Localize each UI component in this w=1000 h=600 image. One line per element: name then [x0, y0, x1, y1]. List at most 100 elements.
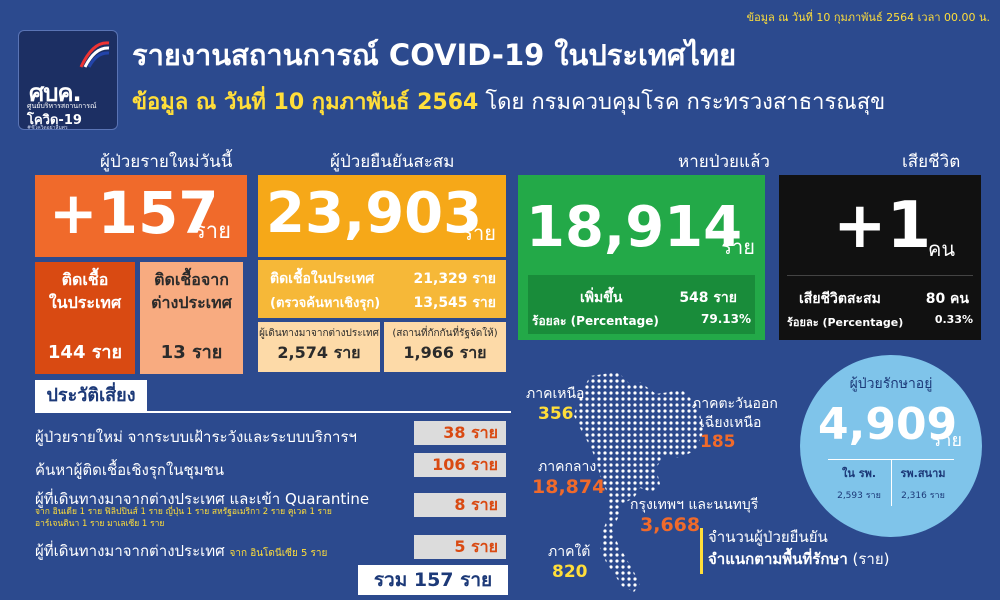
traveler-label: ผู้เดินทางมาจากต่างประเทศ [259, 328, 379, 339]
logo-text: ศบค. [29, 79, 82, 107]
traveler-value: 2,574 ราย [277, 343, 361, 362]
recovered-pct-label: ร้อยละ (Percentage) [532, 314, 659, 328]
risk-item-4-text: ผู้ที่เดินทางมาจากต่างประเทศ [35, 542, 225, 560]
new-cases-unit: ราย [193, 219, 231, 244]
deaths-value: +1 [833, 189, 932, 263]
logo-subtext: ศูนย์บริหารสถานการณ์ [27, 102, 97, 110]
region-bangkok-value: 3,668 [640, 514, 701, 536]
risk-item-4-value: 5 ราย [414, 535, 506, 559]
recovered-pct-value: 79.13% [701, 312, 751, 326]
region-north-value: 356 [538, 404, 574, 424]
field-hospital-label: รพ.สนาม [900, 467, 946, 480]
quarantine-value: 1,966 ราย [403, 343, 487, 362]
map-caption-bold: จำแนกตามพื้นที่รักษา [708, 549, 848, 568]
cum-domestic-label: ติดเชื้อในประเทศ [270, 271, 375, 287]
deaths-label: เสียชีวิต [902, 152, 961, 172]
risk-item-3-note-2: อาร์เจนตินา 1 ราย มาเลเซีย 1 ราย [35, 519, 165, 529]
page-title: รายงานสถานการณ์ COVID-19 ในประเทศไทย [132, 38, 737, 72]
region-central-label: ภาคกลาง [538, 459, 597, 475]
region-bangkok-label: กรุงเทพฯ และนนทบุรี [630, 497, 759, 513]
caption-bar [700, 528, 703, 574]
abroad-label-2: ต่างประเทศ [151, 293, 232, 313]
risk-item-3-value: 8 ราย [414, 493, 506, 517]
thai-flag-icon [79, 41, 110, 68]
recovered-increase-label: เพิ่มขึ้น [580, 290, 623, 306]
thailand-map [574, 372, 704, 592]
subtitle-date: ข้อมูล ณ วันที่ 10 กุมภาพันธ์ 2564 [132, 90, 479, 115]
risk-item-2-label: ค้นหาผู้ติดเชื้อเชิงรุกในชุมชน [35, 461, 225, 479]
cum-active-label: (ตรวจค้นหาเชิงรุก) [270, 296, 381, 311]
treating-value: 4,909 [818, 399, 958, 450]
map-caption-line-2: จำแนกตามพื้นที่รักษา (ราย) [708, 549, 890, 571]
data-timestamp: ข้อมูล ณ วันที่ 10 กุมภาพันธ์ 2564 เวลา … [746, 11, 990, 24]
risk-title: ประวัติเสี่ยง [35, 380, 147, 412]
treating-divider [891, 460, 892, 506]
risk-item-3-label: ผู้ที่เดินทางมาจากต่างประเทศ และเข้า Qua… [35, 490, 370, 508]
map-caption-line-1: จำนวนผู้ป่วยยืนยัน [708, 528, 828, 546]
region-north-label: ภาคเหนือ [526, 386, 585, 402]
abroad-infection-card: ติดเชื้อจาก ต่างประเทศ 13 ราย [140, 262, 243, 374]
treating-unit: ราย [931, 430, 962, 451]
cci-logo: ศบค. ศูนย์บริหารสถานการณ์ โควิด-19 #ซีโค… [18, 30, 118, 131]
domestic-label-2: ในประเทศ [48, 293, 122, 313]
cumulative-breakdown: ติดเชื้อในประเทศ 21,329 ราย (ตรวจค้นหาเช… [258, 260, 506, 318]
new-cases-card: +157 ราย [35, 175, 247, 257]
deaths-card: +1 คน เสียชีวิตสะสม 80 คน ร้อยละ (Percen… [779, 175, 981, 340]
recovered-card: 18,914 ราย เพิ่มขึ้น 548 ราย ร้อยละ (Per… [518, 175, 765, 340]
new-cases-value: +157 [49, 179, 219, 247]
traveler-card: ผู้เดินทางมาจากต่างประเทศ 2,574 ราย [258, 322, 380, 372]
map-caption: จำนวนผู้ป่วยยืนยัน จำแนกตามพื้นที่รักษา … [708, 527, 890, 571]
recovered-value: 18,914 [526, 195, 743, 260]
treating-circle: ผู้ป่วยรักษาอยู่ 4,909 ราย ใน รพ. 2,593 … [800, 355, 982, 537]
domestic-infection-card: ติดเชื้อ ในประเทศ 144 ราย [35, 262, 135, 374]
region-northeast-label-2: เฉียงเหนือ [700, 415, 762, 431]
risk-item-1-value: 38 ราย [414, 421, 506, 445]
abroad-label-1: ติดเชื้อจาก [154, 270, 229, 289]
risk-item-4-note: จาก อินโดนีเซีย 5 ราย [229, 548, 328, 559]
treating-hospital: ใน รพ. 2,593 ราย [828, 464, 890, 502]
quarantine-label: (สถานที่กักกันที่รัฐจัดให้) [392, 328, 498, 339]
risk-item-2-value: 106 ราย [414, 453, 506, 477]
cum-domestic-value: 21,329 ราย [413, 271, 496, 287]
logo-covid-text: โควิด-19 [27, 113, 82, 128]
abroad-value: 13 ราย [160, 342, 223, 363]
cumulative-value: 23,903 [266, 181, 483, 246]
risk-item-3-note-1: จาก อินเดีย 1 ราย ฟิลิปปินส์ 1 ราย ญี่ปุ… [35, 507, 332, 517]
region-south-label: ภาคใต้ [548, 544, 591, 560]
recovered-increase-value: 548 ราย [679, 290, 737, 306]
hospital-label: ใน รพ. [841, 467, 877, 480]
cumulative-card: 23,903 ราย [258, 175, 506, 257]
new-cases-label: ผู้ป่วยรายใหม่วันนี้ [100, 152, 233, 172]
domestic-value: 144 ราย [47, 342, 123, 363]
recovered-unit: ราย [721, 235, 755, 259]
quarantine-card: (สถานที่กักกันที่รัฐจัดให้) 1,966 ราย [384, 322, 506, 372]
deaths-cum-label: เสียชีวิตสะสม [799, 291, 881, 307]
page-subtitle: ข้อมูล ณ วันที่ 10 กุมภาพันธ์ 2564 โดย ก… [132, 84, 885, 119]
region-central-value: 18,874 [532, 476, 606, 498]
treating-breakdown: ใน รพ. 2,593 ราย รพ.สนาม 2,316 ราย [828, 459, 954, 506]
cumulative-label: ผู้ป่วยยืนยันสะสม [330, 152, 455, 172]
risk-divider [35, 411, 511, 413]
logo-hashtag: #ซีโควิดอย่าลืมศร [27, 125, 68, 131]
map-caption-unit: (ราย) [847, 549, 890, 568]
deaths-pct-value: 0.33% [934, 313, 973, 326]
treating-label: ผู้ป่วยรักษาอยู่ [849, 376, 933, 392]
subtitle-source: โดย กรมควบคุมโรค กระทรวงสาธารณสุข [485, 90, 886, 115]
deaths-details: เสียชีวิตสะสม 80 คน ร้อยละ (Percentage) … [787, 275, 973, 334]
deaths-cum-value: 80 คน [925, 291, 969, 307]
region-south-value: 820 [552, 562, 588, 582]
region-northeast-value: 185 [700, 432, 736, 452]
risk-item-1-label: ผู้ป่วยรายใหม่ จากระบบเฝ้าระวังและระบบบร… [35, 428, 357, 446]
cumulative-unit: ราย [462, 221, 496, 245]
region-northeast-label-1: ภาคตะวันออก [692, 396, 778, 412]
hospital-value: 2,593 ราย [837, 491, 881, 501]
risk-item-4-label: ผู้ที่เดินทางมาจากต่างประเทศ จาก อินโดนี… [35, 539, 327, 563]
deaths-pct-label: ร้อยละ (Percentage) [787, 316, 904, 329]
field-hospital-value: 2,316 ราย [901, 491, 945, 501]
domestic-label-1: ติดเชื้อ [61, 270, 109, 289]
recovered-details: เพิ่มขึ้น 548 ราย ร้อยละ (Percentage) 79… [528, 275, 755, 334]
deaths-unit: คน [927, 237, 955, 261]
recovered-label: หายป่วยแล้ว [678, 152, 770, 172]
risk-total: รวม 157 ราย [358, 565, 508, 595]
treating-field-hospital: รพ.สนาม 2,316 ราย [892, 464, 954, 502]
